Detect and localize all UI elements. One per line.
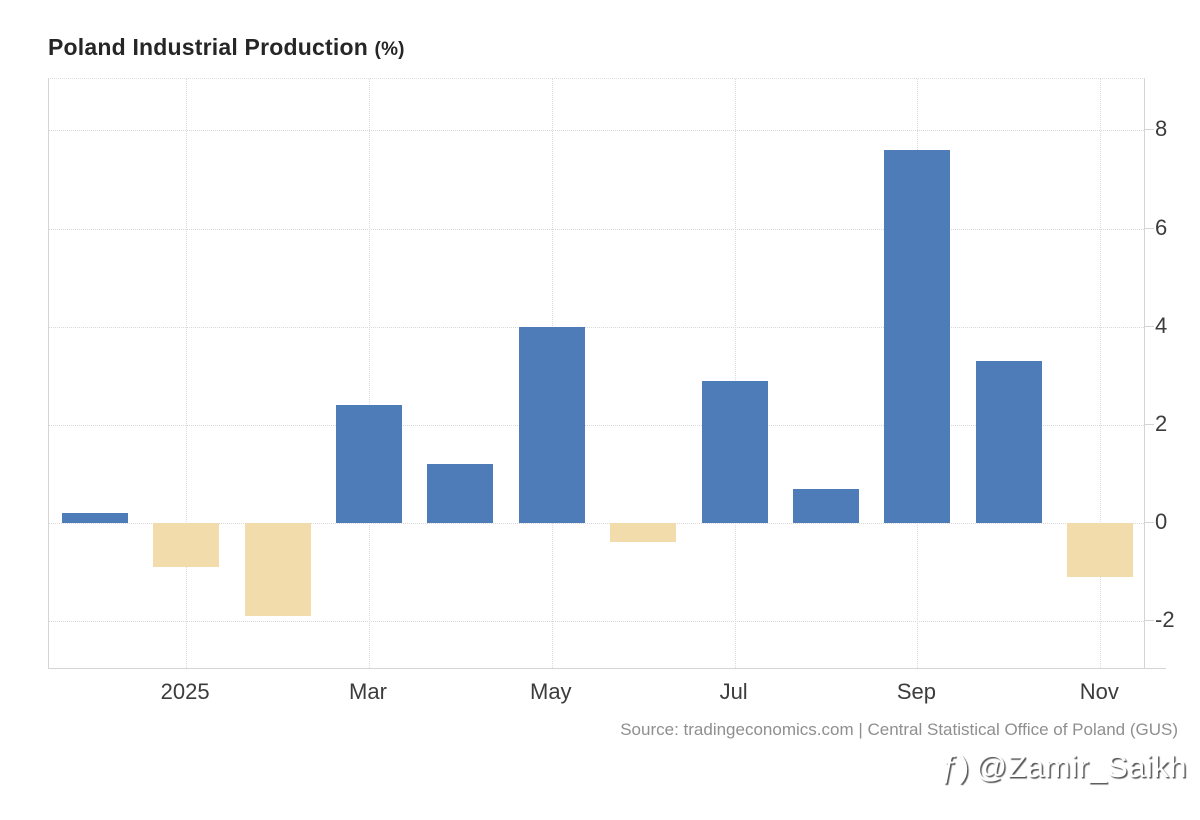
y-axis-label: 0 (1155, 508, 1168, 534)
y-axis-label: 2 (1155, 410, 1168, 436)
x-axis-label: May (530, 679, 572, 704)
y-axis-label: 6 (1155, 214, 1168, 240)
y-axis-tick (1144, 619, 1154, 621)
chart-title-text: Poland Industrial Production (48, 34, 368, 60)
source-attribution: Source: tradingeconomics.com | Central S… (620, 720, 1178, 739)
x-axis-label: Sep (896, 679, 937, 704)
y-axis-label: 4 (1155, 312, 1168, 338)
y-axis-tick (1144, 129, 1154, 131)
watermark: ƒ) @Zamir_Saikh (941, 749, 1187, 785)
y-axis-tick (1144, 227, 1154, 229)
bar[interactable] (1067, 522, 1134, 577)
bar[interactable] (701, 380, 768, 523)
x-axis-label: Nov (1079, 679, 1119, 704)
bar[interactable] (335, 405, 402, 523)
plot-area[interactable] (48, 78, 1145, 669)
gridline-horizontal (49, 620, 1144, 622)
x-axis-label: Jul (719, 679, 748, 704)
gridline-vertical (186, 79, 188, 668)
bar[interactable] (884, 150, 951, 523)
gridline-horizontal (49, 130, 1144, 132)
bar[interactable] (427, 464, 494, 523)
y-axis-tick (1144, 521, 1154, 523)
gridline-horizontal (49, 228, 1144, 230)
axis-bottom-tick (1144, 668, 1166, 669)
gridline-horizontal (49, 326, 1144, 328)
gridline-vertical (1100, 79, 1102, 668)
bar[interactable] (975, 361, 1042, 523)
y-axis-label: 8 (1155, 116, 1168, 142)
bar[interactable] (61, 513, 128, 523)
gridline-horizontal (49, 424, 1144, 426)
chart-title: Poland Industrial Production (%) (48, 34, 405, 61)
facebook-f-icon: ƒ) (940, 749, 970, 784)
x-axis-label: 2025 (160, 679, 210, 704)
watermark-handle: @Zamir_Saikh (975, 749, 1187, 784)
gridline-horizontal (49, 522, 1144, 524)
x-axis-label: Mar (349, 679, 387, 704)
gridline-vertical (734, 79, 736, 668)
bar[interactable] (244, 522, 311, 617)
bar[interactable] (793, 488, 860, 523)
y-axis-tick (1144, 325, 1154, 327)
bar[interactable] (610, 522, 677, 543)
bar[interactable] (153, 522, 220, 567)
chart-title-unit: (%) (374, 39, 405, 60)
y-axis-tick (1144, 423, 1154, 425)
y-axis-label: -2 (1155, 606, 1175, 632)
gridline-vertical (368, 79, 370, 668)
bar[interactable] (518, 326, 585, 523)
